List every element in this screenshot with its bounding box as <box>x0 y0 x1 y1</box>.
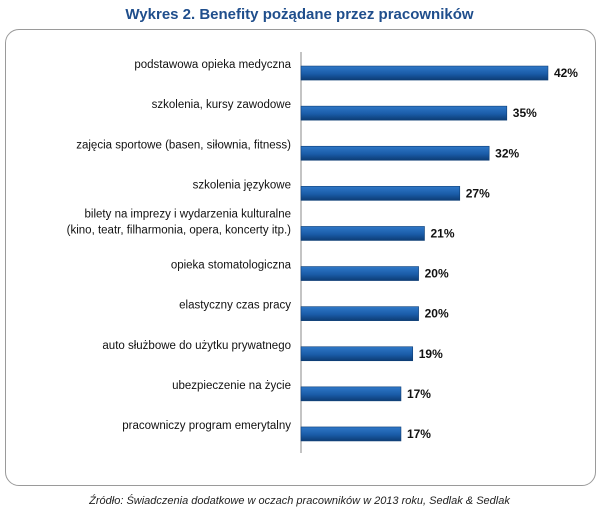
bar <box>300 226 425 241</box>
bar <box>300 266 419 281</box>
category-label-line: szkolenia językowe <box>193 179 291 191</box>
data-label: 42% <box>554 66 578 80</box>
bar <box>300 386 402 402</box>
data-label: 17% <box>407 427 431 441</box>
category-label: bilety na imprezy i wydarzenia kulturaln… <box>67 208 292 236</box>
category-label-line: podstawowa opieka medyczna <box>134 59 291 71</box>
category-label-line: bilety na imprezy i wydarzenia kulturaln… <box>85 208 291 220</box>
category-label: zajęcia sportowe (basen, siłownia, fitne… <box>76 139 291 151</box>
bar <box>300 105 508 121</box>
category-label: ubezpieczenie na życie <box>172 380 291 392</box>
chart-title: Wykres 2. Benefity pożądane przez pracow… <box>125 6 474 23</box>
bar <box>300 426 402 442</box>
data-label: 19% <box>419 347 443 361</box>
data-label: 17% <box>407 387 431 401</box>
category-label-line: pracowniczy program emerytalny <box>122 420 291 432</box>
bar <box>300 346 414 362</box>
category-label: szkolenia, kursy zawodowe <box>152 99 291 111</box>
data-label: 20% <box>425 307 449 321</box>
category-label: podstawowa opieka medyczna <box>134 59 291 71</box>
data-label: 21% <box>430 226 454 240</box>
category-label-line: auto służbowe do użytku prywatnego <box>102 340 291 352</box>
category-label-line: elastyczny czas pracy <box>179 300 291 312</box>
data-label: 35% <box>513 106 537 120</box>
bar <box>300 145 490 161</box>
bar <box>300 306 419 321</box>
source-note: Źródło: Świadczenia dodatkowe w oczach p… <box>89 495 510 507</box>
category-label: auto służbowe do użytku prywatnego <box>102 340 291 352</box>
data-label: 20% <box>425 267 449 281</box>
category-label-line: opieka stomatologiczna <box>171 260 292 272</box>
bar <box>300 186 461 201</box>
category-label-line: zajęcia sportowe (basen, siłownia, fitne… <box>76 139 291 151</box>
bar <box>300 65 549 81</box>
data-label: 27% <box>466 186 490 200</box>
category-label-line: (kino, teatr, filharmonia, opera, koncer… <box>67 224 292 236</box>
category-label: pracowniczy program emerytalny <box>122 420 291 432</box>
category-label-line: ubezpieczenie na życie <box>172 380 291 392</box>
category-label: elastyczny czas pracy <box>179 300 291 312</box>
category-label: szkolenia językowe <box>193 179 291 191</box>
data-label: 32% <box>495 146 519 160</box>
category-label-line: szkolenia, kursy zawodowe <box>152 99 291 111</box>
category-label: opieka stomatologiczna <box>171 260 292 272</box>
